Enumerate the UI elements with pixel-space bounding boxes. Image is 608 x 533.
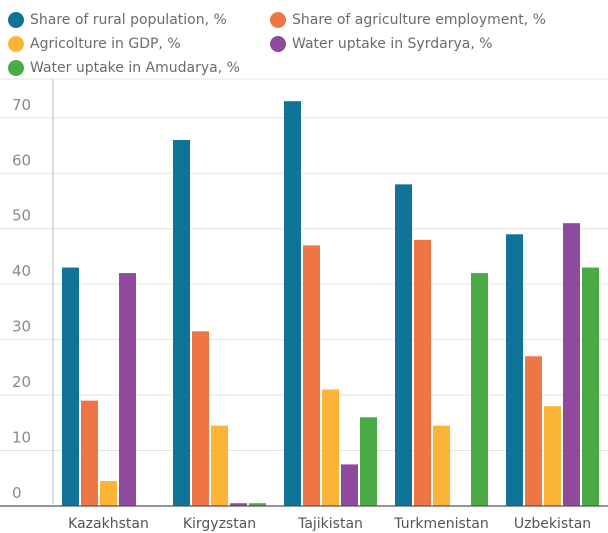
x-tick-label-tajikistan: Tajikistan bbox=[297, 516, 363, 532]
x-tick-label-kazakhstan: Kazakhstan bbox=[68, 516, 149, 532]
legend-label-agriculture-employment: Share of agriculture employment, % bbox=[292, 12, 546, 28]
y-tick-label-70: 70 bbox=[12, 96, 31, 114]
bar-kazakhstan-share-of-agriculture-employment bbox=[81, 400, 98, 506]
bar-kirgyzstan-water-uptake-in-syrdarya bbox=[230, 503, 247, 506]
legend-item-rural-population: Share of rural population, % bbox=[8, 12, 227, 28]
bar-uzbekistan-share-of-agriculture-employment bbox=[525, 356, 542, 506]
legend-swatch-water-amudarya bbox=[8, 60, 24, 76]
y-tick-label-10: 10 bbox=[12, 429, 31, 447]
bars bbox=[62, 101, 599, 507]
bar-uzbekistan-water-uptake-in-amudarya bbox=[582, 267, 599, 506]
bar-kirgyzstan-share-of-agriculture-employment bbox=[192, 331, 209, 506]
y-axis-tick-labels: 0 10 20 30 40 50 60 70 bbox=[12, 96, 31, 502]
bar-kazakhstan-share-of-rural-population bbox=[62, 267, 79, 506]
legend-swatch-water-syrdarya bbox=[270, 36, 286, 52]
legend-swatch-agriculture-gdp bbox=[8, 36, 24, 52]
bar-turkmenistan-agricolture-in-gdp bbox=[433, 425, 450, 506]
legend-item-agriculture-employment: Share of agriculture employment, % bbox=[270, 12, 546, 28]
y-tick-label-60: 60 bbox=[12, 151, 31, 169]
x-axis-category-labels: Kazakhstan Kirgyzstan Tajikistan Turkmenist… bbox=[68, 516, 591, 532]
bar-uzbekistan-agricolture-in-gdp bbox=[544, 406, 561, 506]
bar-tajikistan-water-uptake-in-amudarya bbox=[360, 417, 377, 506]
y-tick-label-0: 0 bbox=[12, 484, 22, 502]
y-tick-label-50: 50 bbox=[12, 207, 31, 225]
legend-item-agriculture-gdp: Agricolture in GDP, % bbox=[8, 36, 181, 52]
legend-swatch-agriculture-employment bbox=[270, 12, 286, 28]
x-tick-label-uzbekistan: Uzbekistan bbox=[514, 516, 591, 532]
bar-turkmenistan-water-uptake-in-amudarya bbox=[471, 273, 488, 506]
bar-tajikistan-water-uptake-in-syrdarya bbox=[341, 464, 358, 506]
bar-turkmenistan-share-of-rural-population bbox=[395, 184, 412, 506]
x-tick-label-kirgyzstan: Kirgyzstan bbox=[183, 516, 256, 532]
bar-tajikistan-agricolture-in-gdp bbox=[322, 389, 339, 506]
legend-label-rural-population: Share of rural population, % bbox=[30, 12, 227, 28]
x-tick-label-turkmenistan: Turkmenistan bbox=[393, 516, 488, 532]
bar-kirgyzstan-agricolture-in-gdp bbox=[211, 425, 228, 506]
legend-label-agriculture-gdp: Agricolture in GDP, % bbox=[30, 36, 181, 52]
legend-swatch-rural-population bbox=[8, 12, 24, 28]
bar-tajikistan-share-of-rural-population bbox=[284, 101, 301, 506]
bar-kirgyzstan-water-uptake-in-amudarya bbox=[249, 503, 266, 506]
bar-tajikistan-share-of-agriculture-employment bbox=[303, 245, 320, 506]
y-tick-label-40: 40 bbox=[12, 262, 31, 280]
legend-label-water-amudarya: Water uptake in Amudarya, % bbox=[30, 60, 240, 76]
bar-turkmenistan-share-of-agriculture-employment bbox=[414, 239, 431, 506]
bar-kirgyzstan-share-of-rural-population bbox=[173, 140, 190, 506]
bar-uzbekistan-share-of-rural-population bbox=[506, 234, 523, 507]
legend-item-water-syrdarya: Water uptake in Syrdarya, % bbox=[270, 36, 493, 52]
legend-label-water-syrdarya: Water uptake in Syrdarya, % bbox=[292, 36, 493, 52]
bar-uzbekistan-water-uptake-in-syrdarya bbox=[563, 223, 580, 506]
bar-kazakhstan-water-uptake-in-syrdarya bbox=[119, 273, 136, 506]
y-tick-label-30: 30 bbox=[12, 318, 31, 336]
legend-item-water-amudarya: Water uptake in Amudarya, % bbox=[8, 60, 240, 76]
y-tick-label-20: 20 bbox=[12, 373, 31, 391]
bar-kazakhstan-agricolture-in-gdp bbox=[100, 481, 117, 506]
legend: Share of rural population, % Share of ag… bbox=[8, 8, 608, 80]
